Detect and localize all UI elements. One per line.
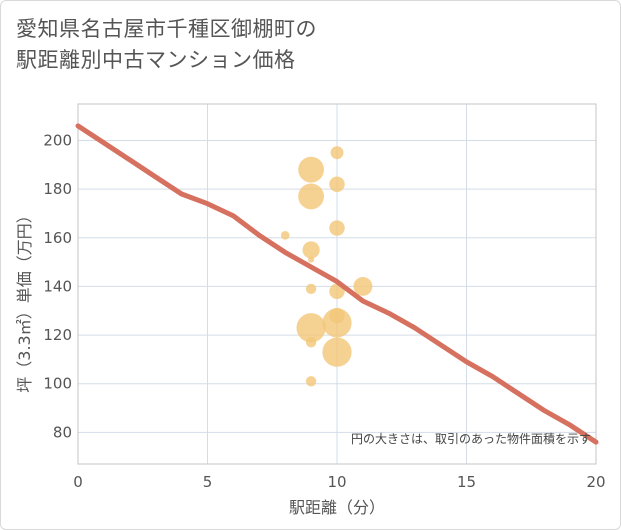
bubble-point [298, 183, 324, 210]
y-tick-label: 200 [43, 131, 72, 149]
chart-title-line-2: 駅距離別中古マンション価格 [16, 48, 296, 72]
x-tick-label: 0 [73, 473, 83, 491]
bubble-point [305, 376, 317, 387]
y-tick-label: 180 [43, 180, 72, 198]
bubble-point [305, 283, 317, 295]
bubble-point [353, 276, 373, 296]
y-axis-label: 坪（3.3㎡）単価（万円） [15, 207, 34, 392]
y-tick-label: 140 [43, 277, 72, 295]
bubble-point [329, 220, 345, 236]
x-tick-label: 5 [203, 473, 213, 491]
bubble-point [322, 308, 352, 338]
bubble-point [322, 337, 352, 367]
bubble-point [308, 256, 315, 263]
bubble-point [298, 156, 324, 183]
chart-title-line-1: 愛知県名古屋市千種区御棚町の [16, 17, 317, 41]
bubble-size-note: 円の大きさは、取引のあった物件面積を示す [351, 431, 591, 446]
bubble-series [280, 146, 373, 387]
x-tick-label: 10 [327, 473, 346, 491]
y-tick-label: 80 [53, 423, 72, 441]
chart-title: 愛知県名古屋市千種区御棚町の 駅距離別中古マンション価格 [16, 14, 317, 76]
x-tick-label: 20 [586, 473, 605, 491]
y-tick-label: 160 [43, 229, 72, 247]
bubble-point [296, 313, 326, 343]
bubble-point [330, 146, 344, 160]
bubble-point [305, 337, 317, 348]
bubble-point [302, 241, 320, 259]
y-tick-label: 100 [43, 375, 72, 393]
bubble-point [329, 176, 345, 193]
x-tick-label: 15 [457, 473, 476, 491]
y-tick-label: 120 [43, 326, 72, 344]
x-axis-label: 駅距離（分） [289, 498, 385, 517]
plot-area [77, 103, 597, 465]
x-axis-ticks: 0 5 10 15 20 [73, 473, 605, 491]
trend-line [75, 123, 599, 445]
bubble-point [280, 231, 290, 240]
y-axis-ticks: 80 100 120 140 160 180 200 [43, 131, 72, 441]
